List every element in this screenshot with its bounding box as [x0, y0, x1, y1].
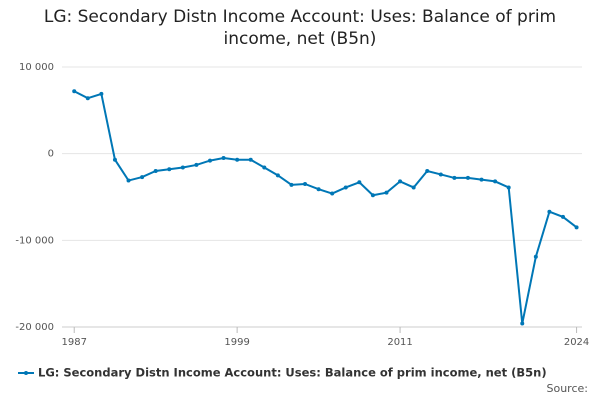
point: [180, 165, 185, 170]
point: [316, 187, 321, 192]
point: [425, 169, 430, 173]
point: [398, 179, 403, 184]
point: [167, 167, 172, 172]
x-tick-label: 2024: [564, 337, 589, 348]
point: [303, 182, 308, 186]
point: [452, 175, 457, 180]
y-tick-label: 0: [48, 149, 54, 160]
point: [547, 209, 552, 214]
y-tick-label: -10 000: [15, 235, 54, 246]
point: [194, 162, 199, 167]
point: [99, 91, 104, 96]
point: [289, 182, 294, 187]
point: [207, 158, 212, 163]
x-tick-label: 1987: [61, 337, 86, 348]
point: [479, 177, 484, 182]
point: [262, 165, 267, 170]
chart-title: LG: Secondary Distn Income Account: Uses…: [43, 7, 557, 49]
x-tick-label: 2011: [387, 337, 412, 348]
point: [153, 169, 158, 173]
point: [85, 96, 90, 101]
point: [112, 157, 117, 162]
point: [126, 178, 131, 183]
point: [140, 175, 145, 180]
point: [438, 172, 443, 177]
point: [411, 185, 416, 190]
legend-label: LG: Secondary Distn Income Account: Uses…: [38, 366, 547, 380]
point: [248, 157, 253, 162]
point: [506, 185, 511, 190]
point: [493, 179, 498, 184]
point: [574, 225, 579, 230]
point: [275, 173, 280, 178]
point: [520, 321, 525, 326]
point: [235, 157, 240, 162]
y-tick-label: 10 000: [19, 62, 54, 73]
point: [370, 193, 375, 198]
point: [72, 89, 77, 94]
point: [343, 185, 348, 190]
line: [73, 90, 578, 324]
point: [533, 254, 538, 259]
legend-marker: [24, 371, 28, 375]
point: [221, 156, 226, 160]
point: [384, 190, 389, 195]
x-tick-label: 1999: [224, 337, 249, 348]
y-tick-label: -20 000: [15, 322, 54, 333]
point: [330, 191, 335, 196]
point: [357, 180, 362, 185]
point: [465, 175, 470, 180]
source: Source:: [547, 382, 589, 395]
point: [560, 214, 565, 219]
